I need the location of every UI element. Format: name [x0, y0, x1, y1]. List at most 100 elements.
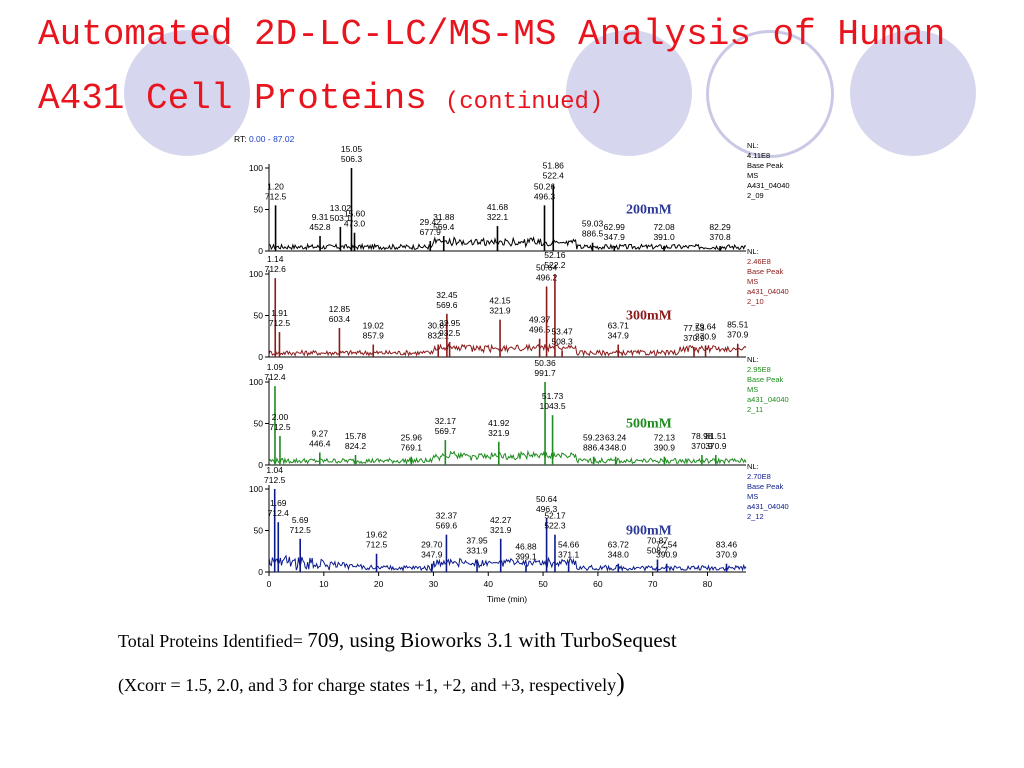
y-tick-label-900mm: 100 [249, 484, 263, 494]
y-tick-label-200mm: 0 [258, 246, 263, 256]
x-tick-label: 40 [484, 579, 494, 589]
peak-mz-label: 321.9 [488, 428, 510, 438]
peak-rt-label: 63.24 [605, 433, 627, 443]
peak-mz-label: 712.4 [268, 508, 290, 518]
peak-rt-label: 30.87 [428, 321, 450, 331]
info-line-900mm: a431_04040 [747, 502, 789, 511]
peak-mz-label: 712.5 [290, 525, 312, 535]
peak-rt-label: 70.87 [647, 536, 669, 546]
y-tick-label-300mm: 50 [254, 311, 264, 321]
peak-rt-label: 42.15 [489, 296, 511, 306]
peak-rt-label: 79.64 [695, 321, 717, 331]
info-line-500mm: MS [747, 385, 758, 394]
peak-rt-label: 50.26 [534, 181, 556, 191]
peak-mz-label: 321.9 [489, 306, 511, 316]
peak-rt-label: 37.95 [466, 536, 488, 546]
nl-label-500mm: NL: [747, 355, 759, 364]
rt-label: RT: [234, 134, 249, 144]
peak-rt-label: 19.62 [366, 530, 388, 540]
peak-mz-label: 347.9 [608, 331, 630, 341]
peak-rt-label: 31.88 [433, 212, 455, 222]
peak-mz-label: 569.7 [435, 426, 457, 436]
info-line-500mm: a431_04040 [747, 395, 789, 404]
info-line-200mm: A431_04040 [747, 181, 790, 190]
peak-mz-label: 348.0 [605, 443, 627, 453]
caption-xcorr: (Xcorr = 1.5, 2.0, and 3 for charge stat… [118, 675, 617, 695]
caption-total: 709, using Bioworks 3.1 with TurboSeques… [307, 628, 677, 652]
peak-mz-label: 370.9 [695, 331, 717, 341]
peak-rt-label: 1.20 [267, 181, 284, 191]
peak-mz-label: 569.6 [436, 300, 458, 310]
peak-mz-label: 347.9 [604, 232, 626, 242]
peak-mz-label: 508.7 [647, 546, 669, 556]
peak-rt-label: 59.03 [582, 219, 604, 229]
peak-rt-label: 25.96 [401, 433, 423, 443]
peak-mz-label: 932.5 [439, 328, 461, 338]
info-line-900mm: Base Peak [747, 482, 784, 491]
x-tick-label: 60 [593, 579, 603, 589]
peak-rt-label: 29.70 [421, 540, 443, 550]
peak-mz-label: 452.8 [309, 222, 331, 232]
peak-rt-label: 83.46 [716, 540, 738, 550]
caption-line-2: (Xcorr = 1.5, 2.0, and 3 for charge stat… [118, 668, 625, 698]
peak-rt-label: 1.91 [271, 308, 288, 318]
x-tick-label: 10 [319, 579, 329, 589]
page-title-continued: (continued) [444, 89, 604, 116]
peak-mz-label: 677.9 [420, 227, 442, 237]
peak-mz-label: 569.4 [433, 222, 455, 232]
peak-rt-label: 54.66 [558, 540, 580, 550]
peak-mz-label: 390.9 [656, 550, 678, 560]
peak-rt-label: 19.02 [363, 321, 385, 331]
peak-mz-label: 712.5 [366, 540, 388, 550]
peak-mz-label: 522.3 [544, 521, 566, 531]
peak-mz-label: 370.9 [683, 333, 705, 343]
peak-rt-label: 53.47 [551, 326, 573, 336]
decorative-circle-1 [124, 30, 250, 156]
y-tick-label-500mm: 100 [249, 377, 263, 387]
peak-mz-label: 522.4 [543, 171, 565, 181]
peak-rt-label: 85.51 [727, 320, 749, 330]
peak-mz-label: 371.1 [558, 550, 580, 560]
panel-label-200mm: 200mM [626, 203, 672, 218]
peak-rt-label: 1.09 [267, 362, 284, 372]
y-tick-label-500mm: 50 [254, 419, 264, 429]
y-tick-label-200mm: 50 [254, 205, 264, 215]
info-line-300mm: a431_04040 [747, 287, 789, 296]
peak-mz-label: 370.9 [727, 330, 749, 340]
peak-mz-label: 712.6 [265, 264, 287, 274]
peak-rt-label: 15.78 [345, 431, 367, 441]
trace-500mm [268, 449, 747, 466]
peak-rt-label: 13.02 [330, 203, 352, 213]
peak-mz-label: 390.9 [654, 443, 676, 453]
x-tick-label: 50 [538, 579, 548, 589]
info-line-900mm: 2_12 [747, 512, 764, 521]
trace-200mm [268, 235, 747, 251]
peak-rt-label: 81.51 [705, 431, 727, 441]
info-line-900mm: MS [747, 492, 758, 501]
peak-mz-label: 321.9 [490, 525, 512, 535]
peak-mz-label: 496.5 [529, 325, 551, 335]
x-axis-label: Time (min) [487, 594, 527, 604]
peak-mz-label: 857.9 [363, 331, 385, 341]
peak-rt-label: 72.13 [654, 433, 676, 443]
peak-mz-label: 886.4 [583, 443, 605, 453]
peak-rt-label: 72.08 [653, 222, 675, 232]
rt-range-value: 0.00 - 87.02 [249, 134, 295, 144]
peak-mz-label: 496.3 [534, 191, 556, 201]
info-line-200mm: Base Peak [747, 161, 784, 170]
peak-rt-label: 41.92 [488, 418, 510, 428]
peak-mz-label: 370.9 [705, 441, 727, 451]
peak-rt-label: 63.71 [608, 321, 630, 331]
peak-rt-label: 1.04 [266, 465, 283, 475]
peak-rt-label: 42.27 [490, 515, 512, 525]
trace-300mm [268, 342, 747, 357]
caption-prefix: Total Proteins Identified= [118, 631, 308, 651]
peak-mz-label: 370.9 [691, 441, 713, 451]
caption-line-1: Total Proteins Identified= 709, using Bi… [118, 628, 677, 653]
page-title-line-2: A431 Cell Proteins (continued) [38, 78, 603, 119]
nl-value-300mm: 2.46E8 [747, 257, 771, 266]
x-tick-label: 0 [267, 579, 272, 589]
info-line-500mm: 2_11 [747, 405, 763, 414]
peak-mz-label: 496.2 [536, 272, 558, 282]
